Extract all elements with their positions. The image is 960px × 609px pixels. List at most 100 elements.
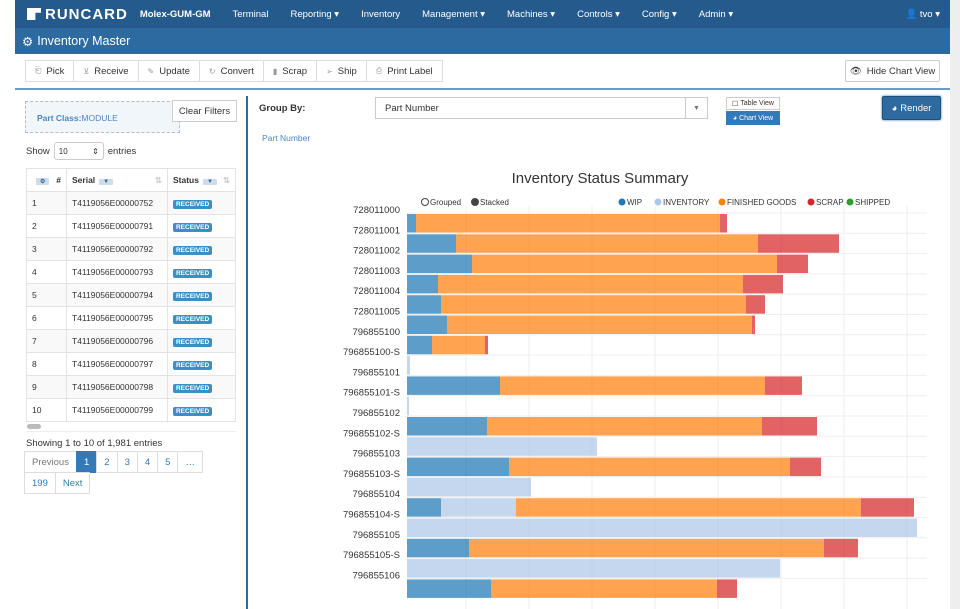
bar-wip[interactable] (407, 254, 472, 274)
filter-dropdown-icon[interactable]: ▼ (202, 178, 217, 185)
horizontal-scrollbar[interactable] (26, 424, 236, 432)
nav-machines[interactable]: Machines ▾ (507, 8, 556, 20)
chart-view-button[interactable]: ◕ Chart View (726, 111, 780, 125)
filter-dropdown-icon[interactable]: ▼ (99, 178, 114, 185)
bar-inventory[interactable] (407, 559, 780, 578)
bar-scrap[interactable] (485, 335, 488, 355)
bar-wip[interactable] (407, 417, 487, 436)
breadcrumb-part-number[interactable]: Part Number (262, 133, 311, 143)
serial-cell[interactable]: T4119056E00000794 (66, 283, 168, 307)
page-5[interactable]: 5 (157, 451, 179, 473)
bar-scrap[interactable] (762, 417, 817, 436)
bar-wip[interactable] (407, 335, 432, 355)
page-next[interactable]: Next (54, 472, 91, 494)
bar-finished-goods[interactable] (469, 538, 824, 558)
bar-wip[interactable] (407, 234, 456, 253)
bar-wip[interactable] (407, 457, 509, 477)
bar-finished-goods[interactable] (516, 498, 861, 517)
table-row[interactable]: 6 T4119056E00000795 RECEIVED (26, 306, 237, 330)
serial-cell[interactable]: T4119056E00000792 (66, 237, 168, 261)
nav-management[interactable]: Management ▾ (422, 8, 485, 20)
column-header-status[interactable]: Status ▼ ⇅ (166, 168, 237, 192)
bar-scrap[interactable] (824, 538, 858, 558)
bar-scrap[interactable] (790, 457, 821, 477)
bar-inventory[interactable] (407, 437, 597, 456)
mode-stacked-radio[interactable] (471, 198, 479, 206)
nav-config[interactable]: Config ▾ (641, 8, 677, 20)
bar-inventory[interactable] (407, 396, 409, 416)
bar-finished-goods[interactable] (509, 457, 790, 477)
bar-scrap[interactable] (777, 254, 808, 274)
nav-admin[interactable]: Admin ▾ (698, 8, 734, 20)
bar-wip[interactable] (407, 376, 500, 395)
table-view-button[interactable]: ☐ Table View (726, 97, 780, 110)
bar-finished-goods[interactable] (456, 234, 758, 253)
ship-button[interactable]: ➢ Ship (317, 61, 367, 81)
serial-cell[interactable]: T4119056E00000796 (66, 329, 168, 353)
legend-marker[interactable] (807, 198, 815, 206)
legend-marker[interactable] (718, 198, 726, 206)
sort-icon[interactable]: ⇅ (222, 174, 230, 185)
page-1[interactable]: 1 (75, 451, 98, 473)
bar-wip[interactable] (407, 498, 441, 517)
pick-button[interactable]: ⎗ Pick (26, 61, 75, 81)
bar-finished-goods[interactable] (491, 579, 717, 598)
bar-inventory[interactable] (407, 477, 531, 497)
bar-finished-goods[interactable] (500, 376, 765, 395)
nav-reporting[interactable]: Reporting ▾ (290, 8, 340, 20)
scrap-button[interactable]: ▮ Scrap (264, 61, 318, 81)
bar-wip[interactable] (407, 274, 438, 294)
bar-scrap[interactable] (752, 315, 755, 335)
filter-box[interactable]: Part Class:MODULE (25, 101, 180, 133)
receive-button[interactable]: ⊻ Receive (74, 61, 139, 81)
serial-cell[interactable]: T4119056E00000795 (66, 306, 168, 330)
bar-finished-goods[interactable] (447, 315, 752, 335)
bar-wip[interactable] (407, 214, 416, 233)
nav-inventory[interactable]: Inventory (361, 8, 401, 20)
bar-scrap[interactable] (746, 295, 765, 314)
table-row[interactable]: 9 T4119056E00000798 RECEIVED (26, 375, 237, 399)
serial-cell[interactable]: T4119056E00000797 (66, 352, 168, 376)
settings-icon[interactable]: ⚙ (36, 178, 50, 185)
bar-scrap[interactable] (765, 376, 802, 395)
bar-wip[interactable] (407, 579, 491, 598)
render-button[interactable]: ◕ Render (882, 96, 941, 120)
bar-finished-goods[interactable] (487, 417, 762, 436)
bar-scrap[interactable] (758, 234, 839, 253)
hide-chart-view-button[interactable]: 👁 Hide Chart View (845, 60, 940, 82)
bar-finished-goods[interactable] (441, 295, 746, 314)
page-4[interactable]: 4 (136, 451, 159, 473)
table-row[interactable]: 10 T4119056E00000799 RECEIVED (26, 398, 237, 422)
serial-cell[interactable]: T4119056E00000791 (66, 214, 168, 238)
serial-cell[interactable]: T4119056E00000793 (66, 260, 168, 284)
table-row[interactable]: 8 T4119056E00000797 RECEIVED (26, 352, 237, 376)
legend-marker[interactable] (846, 198, 854, 206)
user-menu[interactable]: 👤 tvo ▾ (905, 8, 940, 20)
bar-wip[interactable] (407, 538, 469, 558)
table-row[interactable]: 2 T4119056E00000791 RECEIVED (26, 214, 237, 238)
mode-grouped-radio[interactable] (421, 198, 429, 206)
serial-cell[interactable]: T4119056E00000798 (66, 375, 168, 399)
bar-inventory[interactable] (407, 356, 410, 375)
bar-wip[interactable] (407, 315, 447, 335)
table-row[interactable]: 1 T4119056E00000752 RECEIVED (26, 191, 237, 215)
clear-filters-button[interactable]: Clear Filters (172, 100, 237, 122)
bar-finished-goods[interactable] (432, 335, 485, 355)
nav-terminal[interactable]: Terminal (232, 8, 269, 20)
bar-inventory[interactable] (441, 498, 516, 517)
bar-finished-goods[interactable] (416, 214, 720, 233)
page-previous[interactable]: Previous (24, 451, 77, 473)
bar-scrap[interactable] (717, 579, 737, 598)
column-header-serial[interactable]: Serial ▼ ⇅ (66, 168, 168, 192)
bar-finished-goods[interactable] (438, 274, 743, 294)
serial-cell[interactable]: T4119056E00000799 (66, 398, 168, 422)
brand-name[interactable]: Molex-GUM-GM (139, 8, 211, 20)
print-label-button[interactable]: ⎙ Print Label (367, 61, 442, 81)
column-header-index[interactable]: ⚙ # (26, 168, 67, 192)
bar-finished-goods[interactable] (472, 254, 777, 274)
update-button[interactable]: ✎ Update (139, 61, 200, 81)
bar-scrap[interactable] (861, 498, 914, 517)
table-row[interactable]: 5 T4119056E00000794 RECEIVED (26, 283, 237, 307)
page-3[interactable]: 3 (116, 451, 138, 473)
legend-marker[interactable] (654, 198, 662, 206)
